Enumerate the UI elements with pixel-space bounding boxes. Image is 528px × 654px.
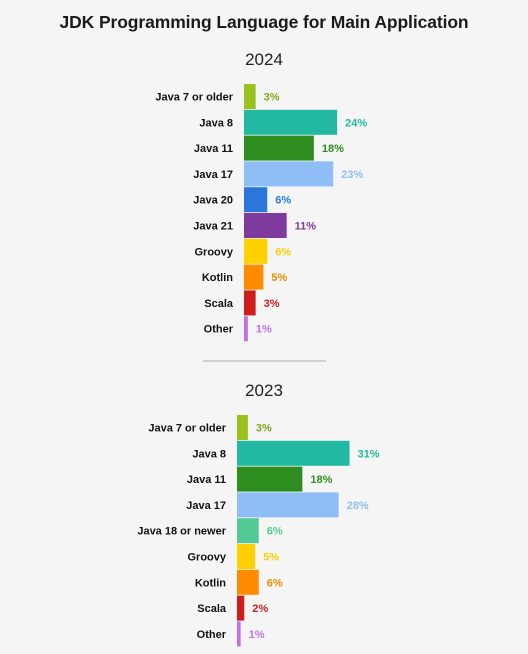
bar-java-8-2024 <box>244 109 338 135</box>
category-label-java-21-2024: Java 21 <box>193 221 233 233</box>
value-label-java-21-2024: 11% <box>295 221 317 233</box>
value-label-other-2023: 1% <box>249 629 265 641</box>
bar-chart-2024: Java 7 or older 3% Java 8 24% Java 11 18% Java… <box>155 84 367 342</box>
bar-java-7-or-older-2023 <box>237 415 248 440</box>
bar-scala-2023 <box>237 595 245 621</box>
value-label-java-8-2023: 31% <box>358 448 380 460</box>
value-label-java-11-2023: 18% <box>310 474 332 486</box>
bar-java-20-2024 <box>244 187 268 213</box>
value-label-scala-2024: 3% <box>264 298 280 310</box>
panel-title-2024: 2024 <box>245 50 283 69</box>
bar-groovy-2023 <box>237 544 256 569</box>
category-label-java-18-or-newer-2023: Java 18 or newer <box>137 526 226 538</box>
value-label-java-17-2024: 23% <box>341 169 363 181</box>
bar-kotlin-2024 <box>244 264 264 290</box>
bar-java-7-or-older-2024 <box>244 84 256 109</box>
category-label-groovy-2024: Groovy <box>194 246 233 258</box>
panel-title-2023: 2023 <box>245 381 283 400</box>
category-label-java-8-2023: Java 8 <box>192 448 226 460</box>
category-label-java-20-2024: Java 20 <box>193 195 233 207</box>
bar-java-11-2023 <box>237 466 303 492</box>
value-label-scala-2023: 2% <box>252 603 268 615</box>
value-label-groovy-2023: 5% <box>263 552 279 564</box>
bar-other-2023 <box>237 621 241 647</box>
category-label-java-7-or-older-2024: Java 7 or older <box>155 92 233 104</box>
category-label-scala-2023: Scala <box>197 603 227 615</box>
bar-other-2024 <box>244 316 248 342</box>
category-label-kotlin-2024: Kotlin <box>202 272 233 284</box>
category-label-kotlin-2023: Kotlin <box>195 577 226 589</box>
bar-java-17-2024 <box>244 161 334 187</box>
bar-chart-2023: Java 7 or older 3% Java 8 31% Java 11 18% Java… <box>137 415 380 647</box>
value-label-other-2024: 1% <box>256 324 272 336</box>
value-label-java-11-2024: 18% <box>322 143 344 155</box>
value-label-kotlin-2023: 6% <box>267 577 283 589</box>
value-label-java-17-2023: 28% <box>347 500 369 512</box>
value-label-java-18-or-newer-2023: 6% <box>267 526 283 538</box>
bar-kotlin-2023 <box>237 569 259 595</box>
bar-java-21-2024 <box>244 213 287 238</box>
value-label-java-8-2024: 24% <box>345 117 367 129</box>
category-label-java-8-2024: Java 8 <box>199 117 233 129</box>
category-label-other-2023: Other <box>197 629 227 641</box>
value-label-kotlin-2024: 5% <box>271 272 287 284</box>
bar-groovy-2024 <box>244 238 268 264</box>
category-label-java-7-or-older-2023: Java 7 or older <box>148 423 226 435</box>
category-label-groovy-2023: Groovy <box>187 552 226 564</box>
value-label-groovy-2024: 6% <box>275 246 291 258</box>
bar-java-17-2023 <box>237 492 339 518</box>
category-label-java-17-2024: Java 17 <box>193 169 233 181</box>
bar-scala-2024 <box>244 290 256 316</box>
bar-java-11-2024 <box>244 135 314 161</box>
category-label-java-17-2023: Java 17 <box>186 500 226 512</box>
bar-java-18-or-newer-2023 <box>237 518 259 544</box>
divider <box>203 360 326 362</box>
chart-title: JDK Programming Language for Main Applic… <box>59 12 469 32</box>
category-label-scala-2024: Scala <box>204 298 234 310</box>
value-label-java-7-or-older-2023: 3% <box>256 423 272 435</box>
value-label-java-7-or-older-2024: 3% <box>264 92 280 104</box>
category-label-other-2024: Other <box>204 324 234 336</box>
bar-java-8-2023 <box>237 440 350 466</box>
category-label-java-11-2023: Java 11 <box>187 474 226 486</box>
category-label-java-11-2024: Java 11 <box>194 143 233 155</box>
value-label-java-20-2024: 6% <box>275 195 291 207</box>
